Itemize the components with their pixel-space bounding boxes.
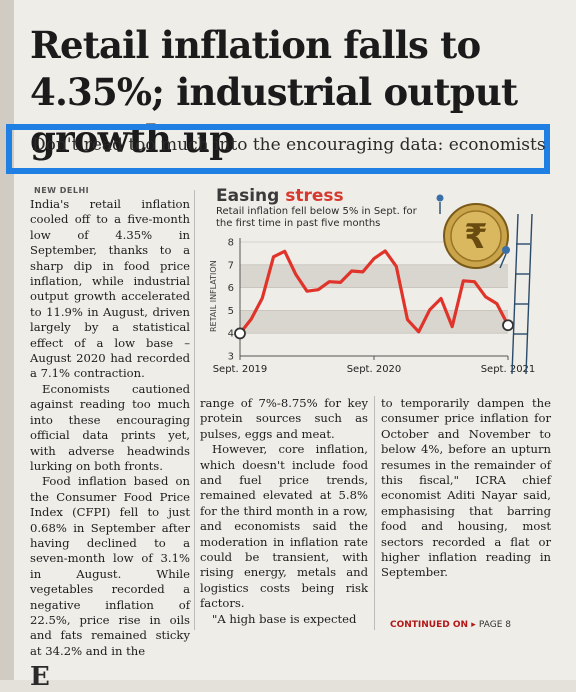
paragraph: to temporarily dampen the consumer price… <box>381 396 551 580</box>
dateline: NEW DELHI <box>34 186 90 195</box>
x-tick-label: Sept. 2020 <box>347 364 402 375</box>
y-tick-label: 6 <box>228 283 234 294</box>
article-column-3: to temporarily dampen the consumer price… <box>381 396 551 581</box>
chart-title-accent: stress <box>285 186 344 206</box>
paragraph: However, core inflation, which doesn't i… <box>200 442 368 611</box>
continued-on-link[interactable]: CONTINUED ON ▸ PAGE 8 <box>390 620 511 630</box>
arrow-right-icon: ▸ <box>471 620 476 630</box>
article-column-2: range of 7%-8.75% for key protein source… <box>200 396 368 627</box>
x-tick-label: Sept. 2019 <box>213 364 268 375</box>
svg-text:₹: ₹ <box>464 217 488 257</box>
y-tick-label: 5 <box>228 306 234 317</box>
page-edge <box>0 0 14 680</box>
chart-title-part: Easing <box>216 186 286 206</box>
y-tick-label: 8 <box>228 238 234 249</box>
newspaper-page <box>14 0 576 680</box>
article-column-1: India's retail inflation cooled off to a… <box>30 197 190 659</box>
next-headline-fragment: E <box>30 662 50 692</box>
rupee-coin-icon: ₹ <box>443 203 509 269</box>
chart-svg: 3 4 5 6 7 8 Sept. 2019 Sept. 2020 Sept. 2021 RE… <box>209 194 536 375</box>
inflation-chart: 3 4 5 6 7 8 Sept. 2019 Sept. 2020 Sept. 2021 RE… <box>200 184 550 384</box>
column-rule <box>374 396 375 630</box>
continued-label: CONTINUED ON <box>390 620 469 630</box>
data-point-marker <box>234 327 246 340</box>
x-tick-label: Sept. 2021 <box>481 364 536 375</box>
inflation-series-line <box>238 249 510 335</box>
highlight-box <box>6 124 550 174</box>
y-axis-label: RETAIL INFLATION <box>209 260 218 332</box>
paragraph: "A high base is expected <box>212 611 357 626</box>
chart-title: Easing stress <box>216 186 344 206</box>
ladder-worker-icon <box>436 194 533 375</box>
y-tick-label: 3 <box>228 352 234 363</box>
data-point-marker <box>502 319 514 332</box>
chart-subtitle: Retail inflation fell below 5% in Sept. … <box>216 206 417 229</box>
continued-page: PAGE 8 <box>478 620 511 630</box>
paragraph: India's retail inflation cooled off to a… <box>30 197 190 381</box>
y-tick-label: 7 <box>228 260 234 271</box>
grid-band <box>240 310 508 334</box>
y-tick-label: 4 <box>228 329 234 340</box>
paragraph: range of 7%-8.75% for key protein source… <box>200 396 368 441</box>
grid-band <box>240 264 508 288</box>
column-rule <box>194 190 195 630</box>
paragraph: Food inflation based on the Consumer Foo… <box>30 474 190 658</box>
subheadline: Don't read too much into the encouraging… <box>32 135 546 155</box>
paragraph: Economists cautioned against reading too… <box>30 381 190 473</box>
